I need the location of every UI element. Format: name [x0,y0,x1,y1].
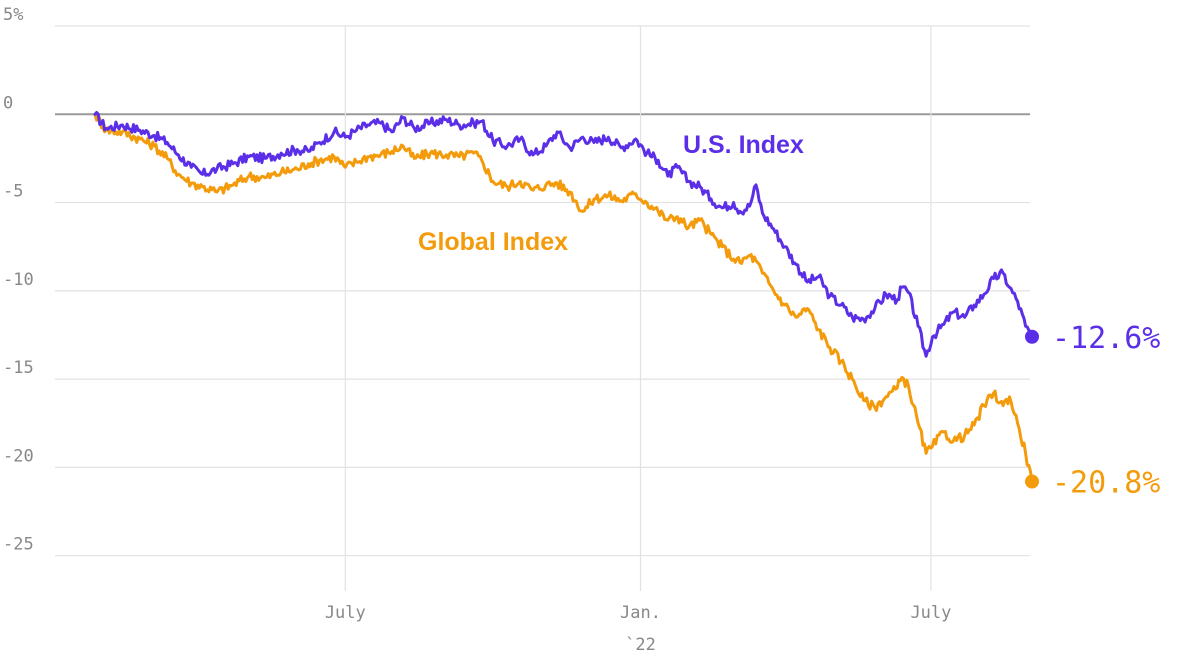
y-tick-label: -25 [3,535,34,555]
y-tick-label: -20 [3,446,34,466]
series-label-global-index: Global Index [418,228,568,256]
x-tick-label: July [910,603,951,623]
y-tick-label: 0 [3,93,13,113]
series-line-global-index [93,112,1034,483]
x-tick-sublabel: `22 [625,635,656,655]
end-point-us-index [1025,329,1039,344]
series-line-us-index [93,111,1034,358]
axis-labels: 5% 0 -5 -10 -15 -20 -25 July Jan. `22 July [3,5,951,655]
y-tick-label: -10 [3,270,34,290]
end-point-global-index [1025,474,1039,489]
y-tick-label: 5% [3,5,23,25]
x-tick-label: July [325,603,366,623]
x-tick-label: Jan. [620,603,661,623]
gridlines [55,25,1030,591]
y-tick-label: -5 [3,182,23,202]
y-tick-label: -15 [3,358,34,378]
end-value-label-us-index: -12.6% [1052,321,1160,356]
series-label-us-index: U.S. Index [683,131,804,159]
end-value-label-global-index: -20.8% [1052,466,1160,501]
series-lines [93,111,1039,489]
